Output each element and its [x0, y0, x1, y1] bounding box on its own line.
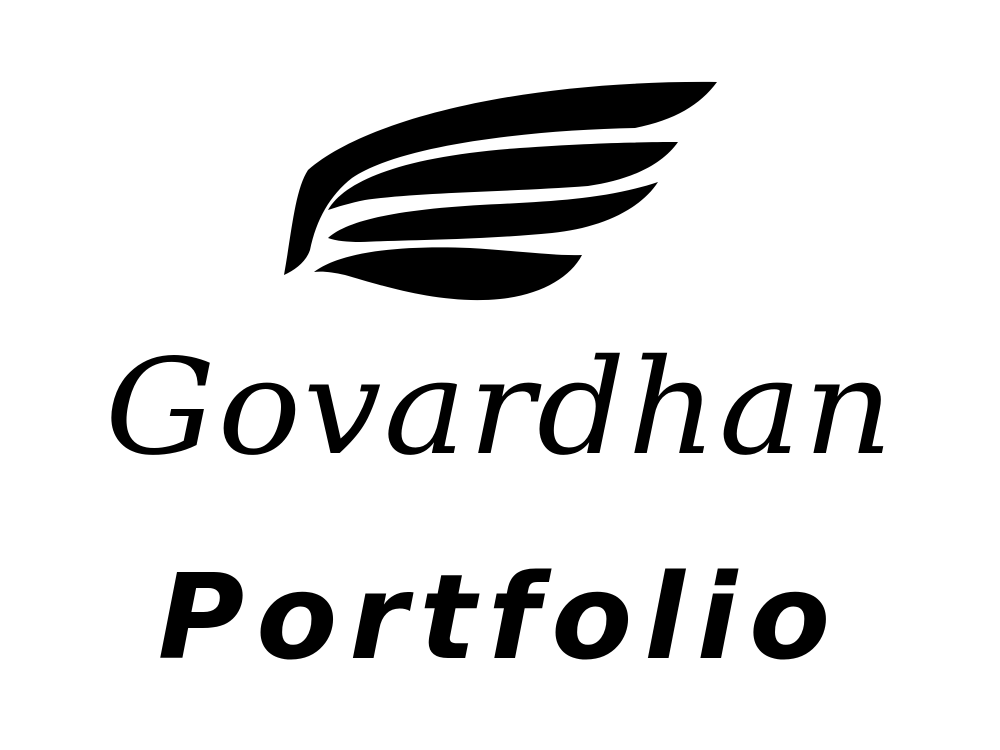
- brand-subtitle: Portfolio: [157, 548, 843, 686]
- wing-icon: [284, 81, 717, 301]
- brand-name: Govardhan: [104, 331, 896, 485]
- wing-feather-top: [284, 81, 717, 275]
- wing-feather-second: [328, 142, 678, 210]
- wing-feather-fourth: [314, 247, 582, 301]
- wing-feather-third: [328, 182, 658, 242]
